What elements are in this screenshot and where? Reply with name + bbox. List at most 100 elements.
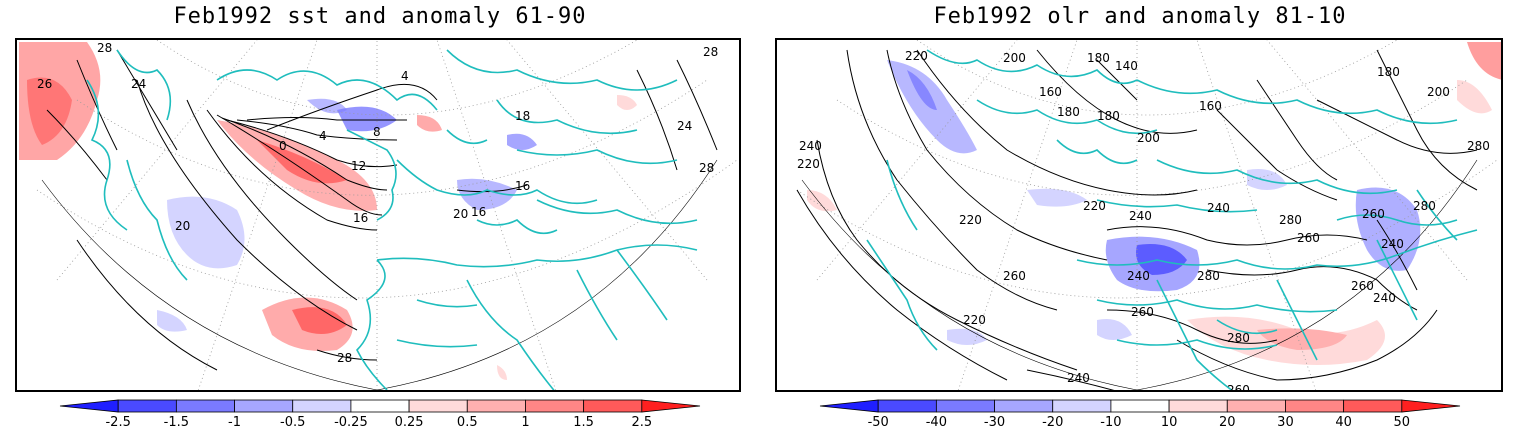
colorbar-tick-label: 1 xyxy=(521,415,529,430)
olr-contour-label: 240 xyxy=(1207,201,1230,215)
colorbar-swatch xyxy=(350,399,410,413)
olr-contour-label: 280 xyxy=(1197,269,1220,283)
colorbar-tick-label: 50 xyxy=(1394,415,1411,430)
sst-anomaly-shading xyxy=(19,42,637,380)
colorbar-swatch xyxy=(877,399,937,413)
olr-contour-label: 180 xyxy=(1377,65,1400,79)
olr-contour-label: 260 xyxy=(1362,207,1385,221)
sst-contour-label: 20 xyxy=(175,219,190,233)
colorbar-arrow-low xyxy=(59,399,119,413)
colorbar-swatch xyxy=(292,399,352,413)
sst-contour-label: 16 xyxy=(471,205,486,219)
sst-contour-label: 28 xyxy=(699,161,714,175)
colorbar-arrow-high xyxy=(641,399,701,413)
colorbar-tick-label: 40 xyxy=(1335,415,1352,430)
sst-contour-label: 12 xyxy=(351,159,366,173)
olr-contour-label: 260 xyxy=(1297,231,1320,245)
colorbar-swatch xyxy=(1343,399,1403,413)
country-borders xyxy=(86,49,698,390)
colorbar-tick-label: 2.5 xyxy=(631,415,652,430)
olr-contour-label: 240 xyxy=(799,139,822,153)
colorbar-tick-label: 30 xyxy=(1277,415,1294,430)
sst-panel: Feb1992 sst and anomaly 61-90 xyxy=(15,4,741,430)
colorbar-swatch xyxy=(1285,399,1345,413)
colorbar-tick-label: 20 xyxy=(1219,415,1236,430)
olr-contour-label: 240 xyxy=(1129,209,1152,223)
sst-contour-label: 0 xyxy=(279,139,287,153)
olr-contour-label: 240 xyxy=(1067,371,1090,385)
olr-contour-label: 140 xyxy=(1115,59,1138,73)
colorbar-tick-label: -0.25 xyxy=(334,415,368,430)
olr-contour-label: 220 xyxy=(797,157,820,171)
colorbar-tick-label: -0.5 xyxy=(280,415,305,430)
olr-contour-label: 160 xyxy=(1039,85,1062,99)
olr-contour-label: 180 xyxy=(1087,51,1110,65)
country-borders xyxy=(866,49,1478,390)
colorbar-tick-label: -40 xyxy=(926,415,947,430)
olr-contour-label: 240 xyxy=(1381,237,1404,251)
sst-contour-label: 28 xyxy=(703,45,718,59)
olr-contour-label: 240 xyxy=(1373,291,1396,305)
olr-contour-label: 180 xyxy=(1097,109,1120,123)
colorbar-tick-label: 0.5 xyxy=(457,415,478,430)
sst-contour-label: 18 xyxy=(515,109,530,123)
olr-colorbar-canvas: -50 -40 -30 -20 -10 10 20 30 40 50 xyxy=(819,399,1461,430)
colorbar-swatch xyxy=(117,399,177,413)
colorbar-swatch xyxy=(408,399,468,413)
olr-contour-label: 280 xyxy=(1279,213,1302,227)
olr-map-title: Feb1992 olr and anomaly 81-10 xyxy=(933,4,1347,29)
sst-map-title: Feb1992 sst and anomaly 61-90 xyxy=(173,4,587,29)
colorbar-tick-label: -20 xyxy=(1042,415,1063,430)
olr-contour-label: 260 xyxy=(1351,279,1374,293)
sst-contour-label: 26 xyxy=(37,77,52,91)
sst-contour-label: 16 xyxy=(353,211,368,225)
sst-contour-label: 4 xyxy=(401,69,409,83)
sst-map: 28 26 24 20 16 12 8 4 0 4 20 16 16 28 28… xyxy=(15,38,741,392)
sst-contour-label: 28 xyxy=(337,351,352,365)
colorbar-swatch xyxy=(466,399,526,413)
sst-contour-label: 28 xyxy=(97,41,112,55)
olr-contour-label: 200 xyxy=(1003,51,1026,65)
olr-contour-label: 220 xyxy=(959,213,982,227)
sst-contour-label: 20 xyxy=(453,207,468,221)
colorbar-tick-label: -10 xyxy=(1100,415,1121,430)
colorbar-swatch xyxy=(1168,399,1228,413)
colorbar-swatch xyxy=(175,399,235,413)
colorbar-swatch xyxy=(994,399,1054,413)
olr-contour-label: 220 xyxy=(905,49,928,63)
colorbar-tick-label: 10 xyxy=(1161,415,1178,430)
olr-contour-label: 220 xyxy=(1083,199,1106,213)
olr-contour-label: 220 xyxy=(963,313,986,327)
olr-contour-label: 200 xyxy=(1427,85,1450,99)
colorbar-swatch xyxy=(583,399,643,413)
olr-contour-label: 160 xyxy=(1199,99,1222,113)
colorbar-arrow-high xyxy=(1401,399,1461,413)
colorbar-tick-label: -1 xyxy=(228,415,241,430)
olr-contour-label: 260 xyxy=(1227,383,1250,392)
colorbar-swatch xyxy=(1226,399,1286,413)
olr-contour-label: 180 xyxy=(1057,105,1080,119)
sst-colorbar-canvas: -2.5 -1.5 -1 -0.5 -0.25 0.25 0.5 1 1.5 2.5 xyxy=(59,399,701,430)
colorbar-tick-label: -30 xyxy=(984,415,1005,430)
sst-contours xyxy=(46,49,718,371)
sst-contour-label: 16 xyxy=(515,179,530,193)
olr-contour-label: 280 xyxy=(1413,199,1436,213)
colorbar-tick-label: -1.5 xyxy=(164,415,189,430)
sst-map-canvas: 28 26 24 20 16 12 8 4 0 4 20 16 16 28 28… xyxy=(17,40,738,390)
sst-contour-label: 4 xyxy=(319,129,327,143)
olr-contour-label: 240 xyxy=(1127,269,1150,283)
colorbar-tick-label: 0.25 xyxy=(395,415,424,430)
colorbar-swatch xyxy=(1110,399,1170,413)
colorbar-arrow-low xyxy=(819,399,879,413)
colorbar-tick-label: 1.5 xyxy=(573,415,594,430)
colorbar-swatch xyxy=(1052,399,1112,413)
olr-contour-label: 260 xyxy=(1003,269,1026,283)
colorbar-swatch xyxy=(935,399,995,413)
olr-contour-label: 280 xyxy=(1467,139,1490,153)
sst-contour-label: 24 xyxy=(677,119,692,133)
olr-contour-label: 200 xyxy=(1137,131,1160,145)
olr-colorbar: -50 -40 -30 -20 -10 10 20 30 40 50 xyxy=(760,398,1520,430)
olr-contours xyxy=(796,49,1478,390)
colorbar-swatch xyxy=(234,399,294,413)
olr-anomaly-shading xyxy=(807,42,1501,365)
